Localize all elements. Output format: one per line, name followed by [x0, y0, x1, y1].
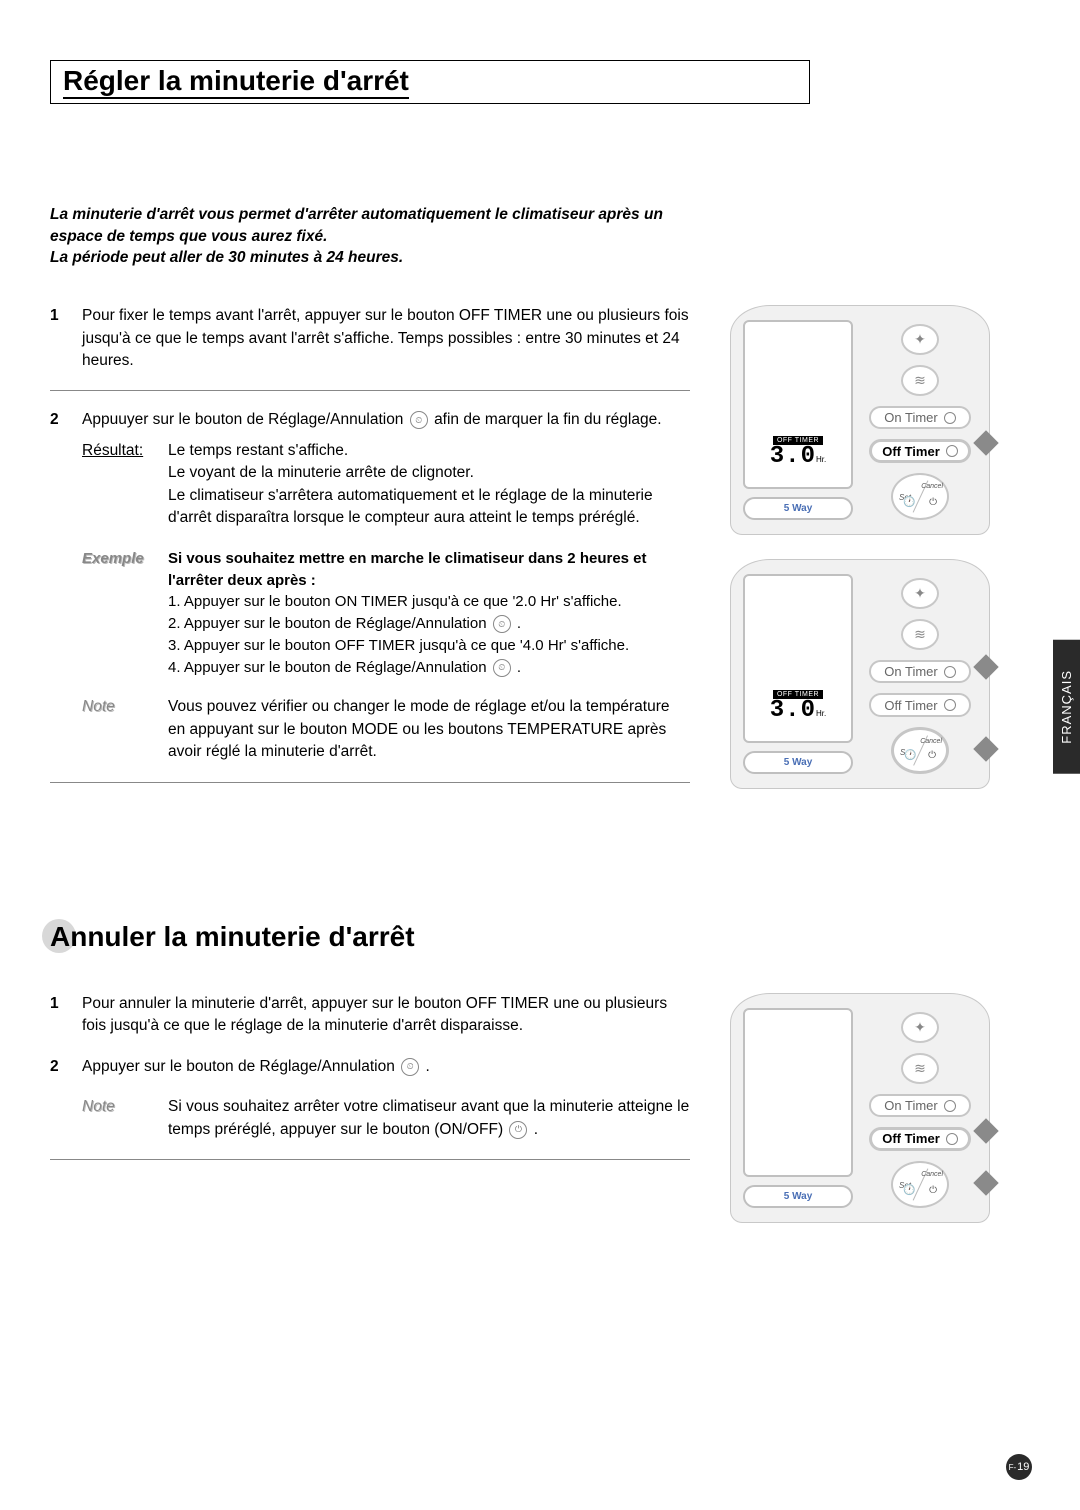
- step2-body: Appuuyer sur le bouton de Réglage/Annula…: [82, 409, 690, 763]
- fan-button: ≋: [901, 619, 939, 650]
- step1-text: Pour annuler la minuterie d'arrêt, appuy…: [82, 993, 690, 1038]
- section1-step2: 2 Appuuyer sur le bouton de Réglage/Annu…: [50, 409, 690, 763]
- section1-intro: La minuterie d'arrêt vous permet d'arrêt…: [50, 204, 670, 269]
- result-label: Résultat:: [82, 440, 152, 530]
- off-timer-button: Off Timer: [869, 439, 971, 463]
- clock-icon: 🕐: [904, 750, 916, 761]
- remote-lcd: [743, 1008, 853, 1177]
- power-icon: ⏻: [929, 1185, 937, 1196]
- on-timer-button: On Timer: [869, 660, 971, 683]
- set-cancel-icon: ⏲: [410, 411, 428, 429]
- note-row: Note Vous pouvez vérifier ou changer le …: [82, 696, 690, 763]
- pointer-icon: [973, 654, 998, 679]
- remote-lcd: OFF TIMER 3.0Hr.: [743, 320, 853, 489]
- power-icon: ⏻: [928, 750, 936, 761]
- language-tab: FRANÇAIS: [1053, 640, 1080, 774]
- swing-button: ✦: [901, 324, 939, 355]
- result-2: Le voyant de la minuterie arrête de clig…: [168, 462, 690, 484]
- on-timer-button: On Timer: [869, 1094, 971, 1117]
- section1-title-box: Régler la minuterie d'arrét: [50, 60, 810, 104]
- clock-icon: [946, 445, 958, 457]
- step2-body: Appuyer sur le bouton de Réglage/Annulat…: [82, 1056, 690, 1141]
- clock-icon: [944, 412, 956, 424]
- note-row: Note Si vous souhaitez arrêter votre cli…: [82, 1096, 690, 1141]
- set-cancel-button: Set Cancel 🕐 ⏻: [891, 473, 949, 520]
- page-number: F-19: [1006, 1454, 1032, 1480]
- pointer-icon: [973, 1170, 998, 1195]
- result-row: Résultat: Le temps restant s'affiche. Le…: [82, 440, 690, 530]
- set-cancel-icon: ⏲: [493, 659, 511, 677]
- power-icon: ⏻: [929, 497, 937, 508]
- result-1: Le temps restant s'affiche.: [168, 440, 690, 462]
- set-cancel-icon: ⏲: [401, 1058, 419, 1076]
- section2-title: Annuler la minuterie d'arrêt: [50, 921, 1030, 953]
- fan-button: ≋: [901, 1053, 939, 1084]
- clock-icon: [946, 1133, 958, 1145]
- clock-icon: [944, 1100, 956, 1112]
- result-body: Le temps restant s'affiche. Le voyant de…: [168, 440, 690, 530]
- set-cancel-button: Set Cancel 🕐 ⏻: [891, 1161, 949, 1208]
- five-way-button: 5 Way: [743, 497, 853, 520]
- exemple-1: 1. Appuyer sur le bouton ON TIMER jusqu'…: [168, 591, 690, 613]
- pointer-icon: [973, 430, 998, 455]
- exemple-bold: Si vous souhaitez mettre en marche le cl…: [168, 548, 690, 592]
- clock-icon: [944, 666, 956, 678]
- power-icon: ⏻: [509, 1121, 527, 1139]
- section2-step2: 2 Appuyer sur le bouton de Réglage/Annul…: [50, 1056, 690, 1141]
- section1-step1: 1 Pour fixer le temps avant l'arrêt, app…: [50, 305, 690, 372]
- step2-text-a: Appuyer sur le bouton de Réglage/Annulat…: [82, 1058, 395, 1075]
- exemple-body: Si vous souhaitez mettre en marche le cl…: [168, 548, 690, 679]
- note-label: Note: [82, 1096, 152, 1141]
- step-number: 1: [50, 993, 64, 1038]
- clock-icon: [944, 699, 956, 711]
- exemple-row: Exemple Si vous souhaitez mettre en marc…: [82, 548, 690, 679]
- note-text: Vous pouvez vérifier ou changer le mode …: [168, 696, 690, 763]
- divider: [50, 782, 690, 783]
- swing-button: ✦: [901, 1012, 939, 1043]
- divider: [50, 390, 690, 391]
- exemple-label: Exemple: [82, 548, 152, 679]
- fan-button: ≋: [901, 365, 939, 396]
- intro-line1: La minuterie d'arrêt vous permet d'arrêt…: [50, 206, 663, 245]
- five-way-button: 5 Way: [743, 751, 853, 774]
- result-3: Le climatiseur s'arrêtera automatiquemen…: [168, 485, 690, 530]
- step2-text-b: .: [425, 1058, 429, 1075]
- exemple-4: 4. Appuyer sur le bouton de Réglage/Annu…: [168, 657, 690, 679]
- lcd-digits: 3.0Hr.: [770, 699, 826, 723]
- note-label: Note: [82, 696, 152, 763]
- step-number: 2: [50, 409, 64, 763]
- pointer-icon: [973, 736, 998, 761]
- set-cancel-icon: ⏲: [493, 615, 511, 633]
- clock-icon: 🕐: [903, 1185, 915, 1196]
- lcd-digits: 3.0Hr.: [770, 445, 826, 469]
- on-timer-button: On Timer: [869, 406, 971, 429]
- clock-icon: 🕐: [903, 497, 915, 508]
- set-cancel-button: Set Cancel 🕐 ⏻: [891, 727, 949, 774]
- section1-title: Régler la minuterie d'arrét: [63, 65, 409, 99]
- remote-figure-3: 5 Way ✦ ≋ On Timer Off Timer Set Cancel …: [730, 993, 990, 1223]
- step-number: 2: [50, 1056, 64, 1141]
- divider: [50, 1159, 690, 1160]
- five-way-button: 5 Way: [743, 1185, 853, 1208]
- step2-text-b: afin de marquer la fin du réglage.: [434, 411, 661, 428]
- section2-step1: 1 Pour annuler la minuterie d'arrêt, app…: [50, 993, 690, 1038]
- swing-button: ✦: [901, 578, 939, 609]
- remote-lcd: OFF TIMER 3.0Hr.: [743, 574, 853, 743]
- pointer-icon: [973, 1118, 998, 1143]
- remote-figure-1: OFF TIMER 3.0Hr. 5 Way ✦ ≋ On Timer Off …: [730, 305, 990, 535]
- exemple-3: 3. Appuyer sur le bouton OFF TIMER jusqu…: [168, 635, 690, 657]
- step2-text-a: Appuuyer sur le bouton de Réglage/Annula…: [82, 411, 403, 428]
- off-timer-button: Off Timer: [869, 693, 971, 716]
- note-body: Si vous souhaitez arrêter votre climatis…: [168, 1096, 690, 1141]
- off-timer-button: Off Timer: [869, 1127, 971, 1151]
- step-number: 1: [50, 305, 64, 372]
- intro-line2: La période peut aller de 30 minutes à 24…: [50, 249, 403, 266]
- step1-text: Pour fixer le temps avant l'arrêt, appuy…: [82, 305, 690, 372]
- exemple-2: 2. Appuyer sur le bouton de Réglage/Annu…: [168, 613, 690, 635]
- remote-figure-2: OFF TIMER 3.0Hr. 5 Way ✦ ≋ On Timer Off …: [730, 559, 990, 789]
